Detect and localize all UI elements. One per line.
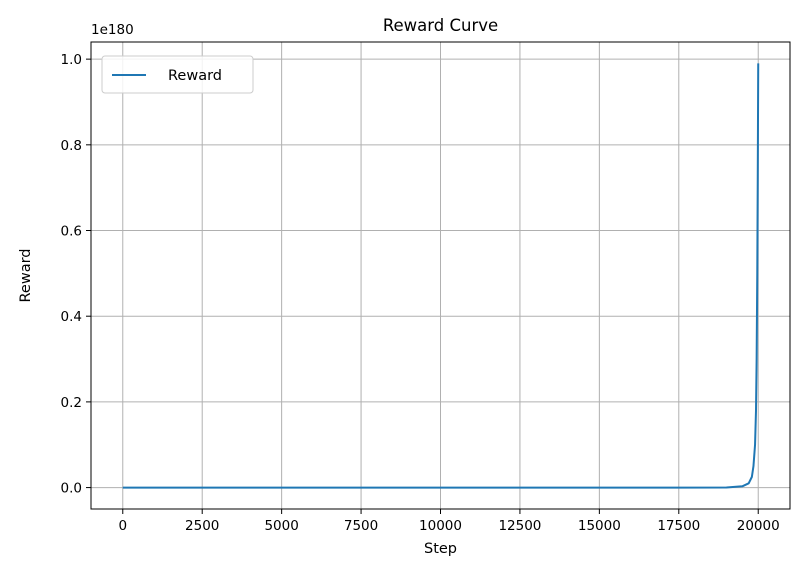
legend-box — [101, 55, 254, 94]
x-axis-label: Step — [424, 541, 457, 557]
legend: Reward — [101, 55, 254, 94]
x-tick-label: 20000 — [737, 518, 780, 534]
y-tick-label: 0.6 — [61, 224, 82, 240]
x-tick-label: 0 — [118, 518, 127, 534]
chart-title: Reward Curve — [383, 16, 498, 35]
y-offset-text: 1e180 — [91, 22, 134, 38]
y-tick-label: 1.0 — [61, 52, 82, 68]
series-line-reward — [122, 63, 760, 489]
x-tick-label: 7500 — [344, 518, 378, 534]
ticks: 0 2500 5000 7500 10000 12500 15000 17500 20000 0.… — [61, 52, 780, 534]
x-tick-label: 17500 — [657, 518, 700, 534]
y-tick-label: 0.4 — [61, 309, 82, 325]
x-tick-label: 10000 — [419, 518, 462, 534]
series-layer — [122, 63, 760, 489]
y-tick-label: 0.8 — [61, 138, 82, 154]
x-tick-label: 2500 — [185, 518, 219, 534]
x-tick-label: 12500 — [498, 518, 541, 534]
legend-label-reward: Reward — [168, 68, 222, 84]
y-tick-label: 0.2 — [61, 395, 82, 411]
y-tick-label: 0.0 — [61, 481, 82, 497]
x-tick-label: 5000 — [264, 518, 298, 534]
x-tick-label: 15000 — [578, 518, 621, 534]
y-axis-label: Reward — [18, 249, 34, 303]
